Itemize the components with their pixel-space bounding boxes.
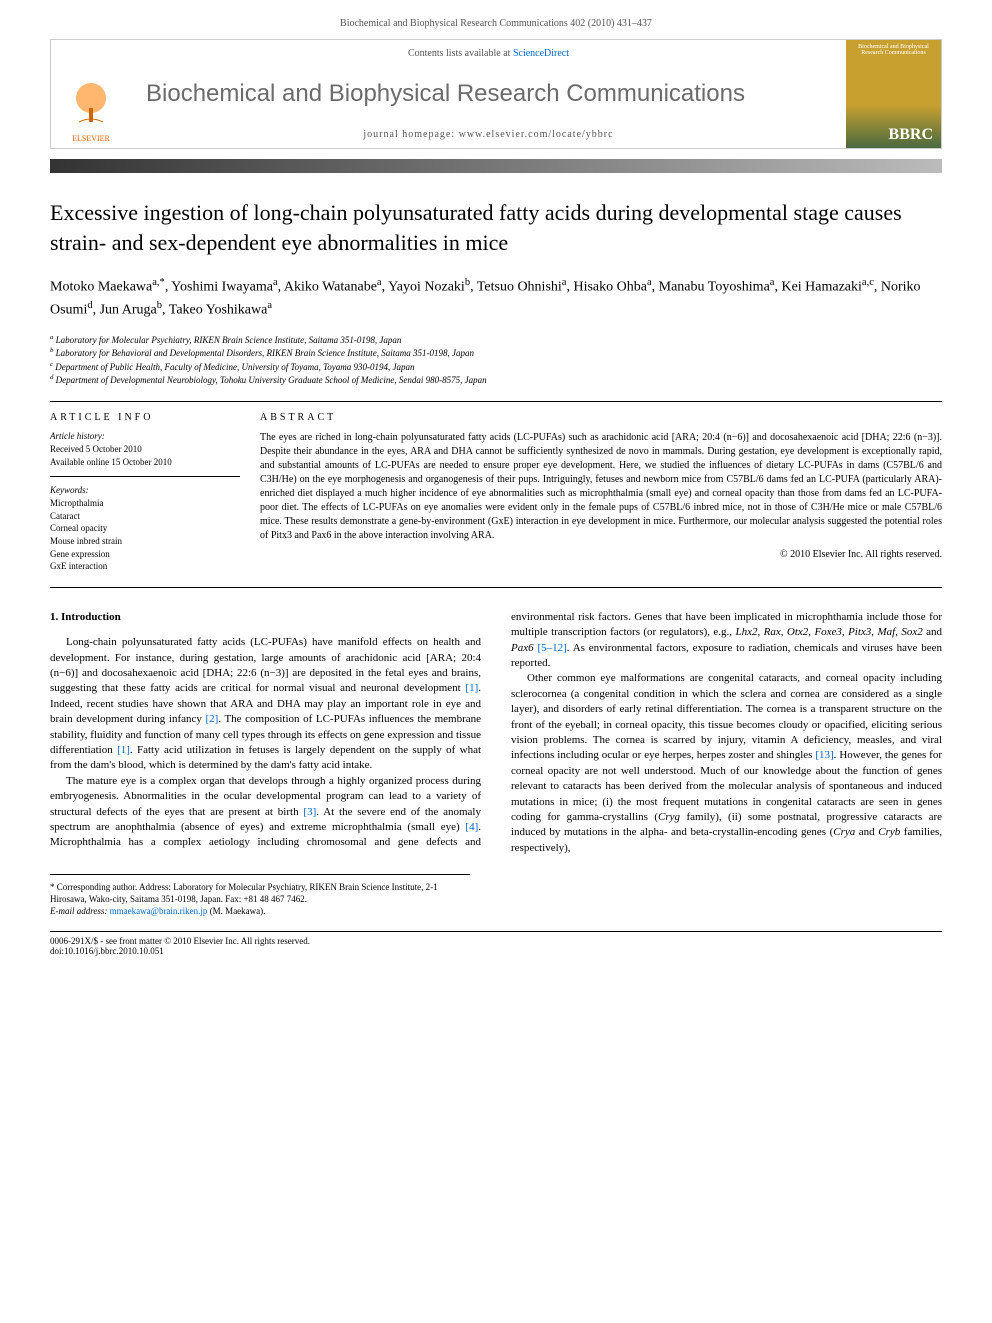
email-name: (M. Maekawa).: [210, 906, 266, 916]
sciencedirect-link[interactable]: ScienceDirect: [513, 48, 569, 59]
gradient-bar: [50, 159, 942, 173]
contents-line: Contents lists available at ScienceDirec…: [146, 48, 831, 59]
affiliation-line: a Laboratory for Molecular Psychiatry, R…: [50, 333, 942, 347]
history-label: Article history:: [50, 431, 240, 441]
keyword-item: Mouse inbred strain: [50, 535, 240, 548]
keyword-item: Gene expression: [50, 548, 240, 561]
keyword-item: Micropthalmia: [50, 497, 240, 510]
keyword-item: Cataract: [50, 510, 240, 523]
corresponding-author: * Corresponding author. Address: Laborat…: [50, 881, 470, 905]
body-section: 1. Introduction Long-chain polyunsaturat…: [50, 610, 942, 856]
journal-banner: ELSEVIER Contents lists available at Sci…: [50, 39, 942, 149]
bottom-left: 0006-291X/$ - see front matter © 2010 El…: [50, 936, 310, 956]
body-p1: Long-chain polyunsaturated fatty acids (…: [50, 635, 481, 774]
contents-prefix: Contents lists available at: [408, 48, 513, 59]
publisher-logo-block: ELSEVIER: [51, 40, 131, 148]
publisher-name: ELSEVIER: [71, 134, 111, 143]
running-head: Biochemical and Biophysical Research Com…: [0, 0, 992, 39]
article-history-block: Article history: Received 5 October 2010…: [50, 431, 240, 477]
cover-acronym: BBRC: [850, 126, 937, 144]
bottom-bar: 0006-291X/$ - see front matter © 2010 El…: [50, 931, 942, 956]
section-heading-intro: 1. Introduction: [50, 610, 481, 625]
abstract-heading: ABSTRACT: [260, 412, 942, 423]
abstract-block: ABSTRACT The eyes are riched in long-cha…: [260, 412, 942, 573]
affiliation-line: b Laboratory for Behavioral and Developm…: [50, 346, 942, 360]
abstract-copyright: © 2010 Elsevier Inc. All rights reserved…: [260, 549, 942, 560]
journal-cover-thumbnail: Biochemical and Biophysical Research Com…: [846, 40, 941, 148]
email-line: E-mail address: mmaekawa@brain.riken.jp …: [50, 905, 470, 917]
cover-top-text: Biochemical and Biophysical Research Com…: [850, 44, 937, 56]
article-info-block: ARTICLE INFO Article history: Received 5…: [50, 412, 260, 573]
journal-title: Biochemical and Biophysical Research Com…: [146, 80, 831, 108]
article-info-heading: ARTICLE INFO: [50, 412, 240, 423]
keyword-item: Corneal opacity: [50, 522, 240, 535]
doi-line: doi:10.1016/j.bbrc.2010.10.051: [50, 946, 310, 956]
body-p3: Other common eye malformations are conge…: [511, 671, 942, 856]
corresponding-email-link[interactable]: mmaekawa@brain.riken.jp: [110, 906, 208, 916]
journal-homepage: journal homepage: www.elsevier.com/locat…: [146, 129, 831, 140]
keywords-label: Keywords:: [50, 485, 240, 495]
footnote-block: * Corresponding author. Address: Laborat…: [50, 874, 470, 917]
received-date: Received 5 October 2010: [50, 443, 240, 456]
authors-list: Motoko Maekawaa,*, Yoshimi Iwayamaa, Aki…: [50, 275, 942, 320]
affiliation-line: d Department of Developmental Neurobiolo…: [50, 373, 942, 387]
keywords-block: Keywords: MicropthalmiaCataractCorneal o…: [50, 485, 240, 573]
online-date: Available online 15 October 2010: [50, 456, 240, 469]
affiliations-list: a Laboratory for Molecular Psychiatry, R…: [50, 333, 942, 387]
info-abstract-row: ARTICLE INFO Article history: Received 5…: [50, 402, 942, 587]
keyword-item: GxE interaction: [50, 560, 240, 573]
affiliation-line: c Department of Public Health, Faculty o…: [50, 360, 942, 374]
article-title: Excessive ingestion of long-chain polyun…: [50, 198, 942, 257]
separator-bottom: [50, 587, 942, 588]
email-label: E-mail address:: [50, 906, 107, 916]
banner-center: Contents lists available at ScienceDirec…: [131, 40, 846, 148]
abstract-text: The eyes are riched in long-chain polyun…: [260, 431, 942, 543]
front-matter-line: 0006-291X/$ - see front matter © 2010 El…: [50, 936, 310, 946]
elsevier-logo: ELSEVIER: [71, 80, 111, 143]
elsevier-tree-icon: [71, 80, 111, 130]
